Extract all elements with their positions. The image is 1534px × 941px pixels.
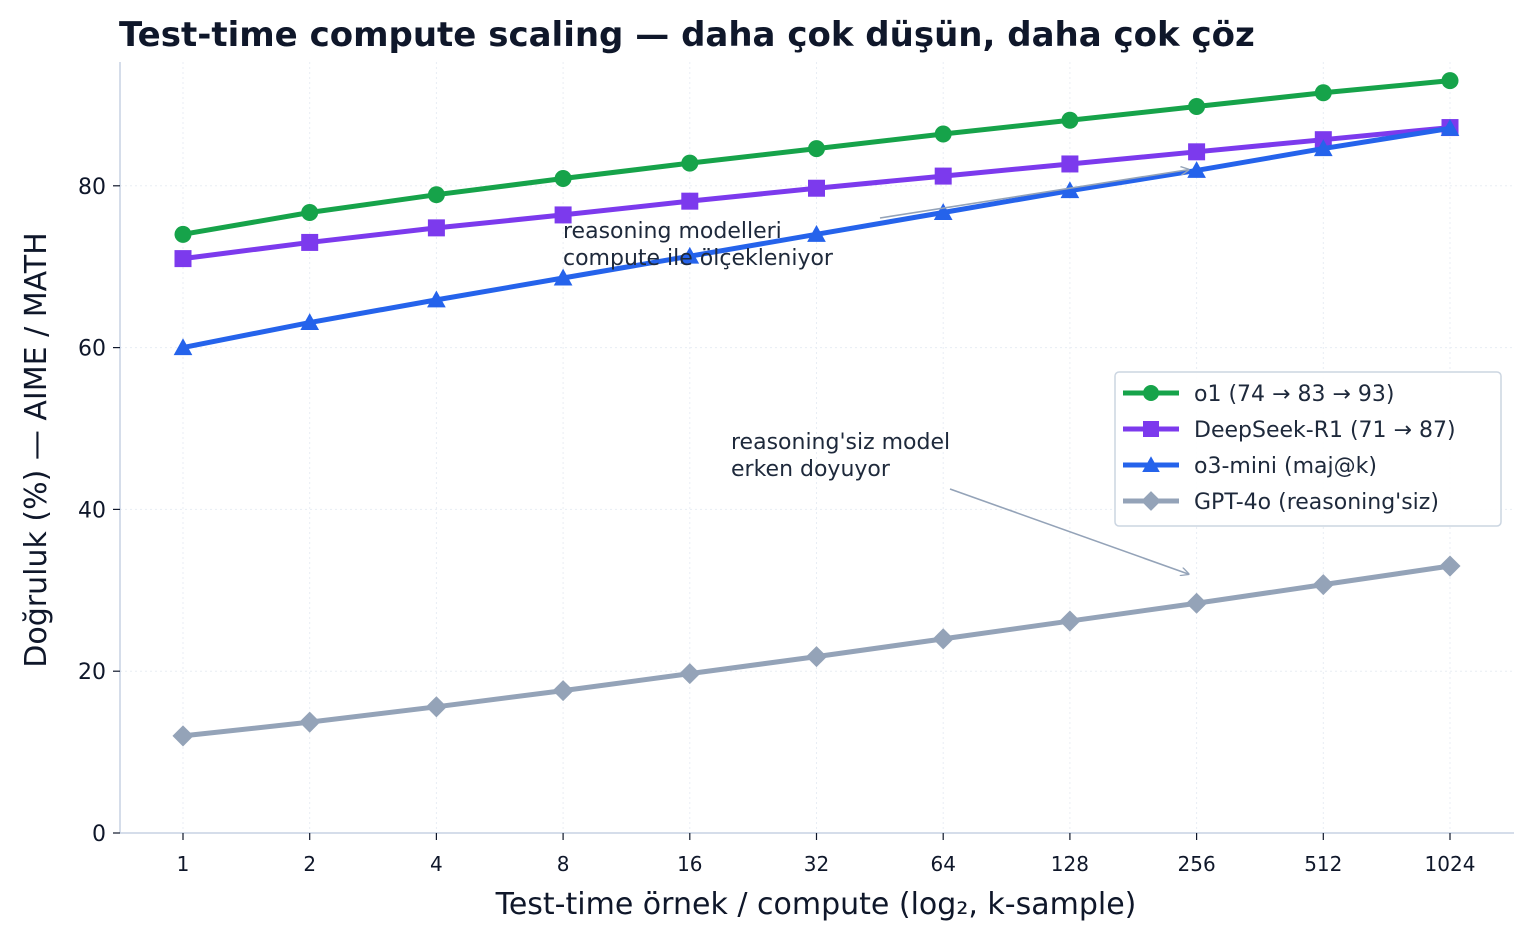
legend-label: o3-mini (maj@k) bbox=[1194, 454, 1377, 479]
legend-item: o1 (74 → 83 → 93) bbox=[1123, 382, 1394, 407]
data-point bbox=[554, 206, 572, 224]
annotation-text: reasoning modelleri bbox=[563, 219, 782, 244]
data-point bbox=[933, 203, 953, 220]
x-tick-label: 512 bbox=[1304, 852, 1342, 876]
legend-box bbox=[1114, 371, 1502, 527]
legend-item: GPT-4o (reasoning'siz) bbox=[1123, 490, 1439, 515]
data-point bbox=[552, 680, 574, 702]
legend-marker bbox=[1142, 456, 1160, 473]
y-tick-label: 60 bbox=[78, 337, 106, 362]
data-point bbox=[808, 179, 825, 197]
data-point bbox=[1312, 574, 1334, 596]
annotation-arrow bbox=[949, 488, 1189, 574]
x-tick-label: 16 bbox=[677, 852, 702, 876]
data-point bbox=[1060, 181, 1080, 199]
x-tick-label: 128 bbox=[1051, 852, 1089, 876]
data-point bbox=[680, 246, 700, 264]
legend-label: GPT-4o (reasoning'siz) bbox=[1194, 490, 1439, 515]
x-tick-label: 2 bbox=[303, 852, 316, 876]
legend-item: DeepSeek-R1 (71 → 87) bbox=[1123, 418, 1456, 443]
data-point bbox=[934, 167, 952, 185]
x-tick-label: 32 bbox=[804, 852, 829, 876]
legend: o1 (74 → 83 → 93) DeepSeek-R1 (71 → 87) o3… bbox=[1114, 371, 1502, 527]
data-point bbox=[1313, 139, 1333, 157]
x-tick-label: 8 bbox=[557, 852, 570, 876]
series-group bbox=[173, 119, 1460, 356]
x-tick-label: 1024 bbox=[1425, 852, 1476, 876]
data-point bbox=[934, 125, 952, 143]
y-tick-label: 80 bbox=[78, 175, 106, 200]
data-point bbox=[1186, 592, 1208, 614]
annotation-text: erken doyuyor bbox=[731, 457, 891, 482]
series-group bbox=[174, 119, 1459, 268]
data-point bbox=[808, 140, 825, 158]
series-group bbox=[172, 555, 1461, 747]
data-point bbox=[427, 219, 445, 237]
data-point bbox=[1439, 555, 1461, 577]
x-tick-label: 256 bbox=[1178, 852, 1216, 876]
data-point bbox=[299, 711, 321, 733]
legend-marker bbox=[1143, 421, 1159, 437]
data-point bbox=[553, 268, 573, 286]
data-point bbox=[932, 628, 954, 650]
legend-item: o3-mini (maj@k) bbox=[1123, 454, 1377, 479]
legend-marker bbox=[1141, 491, 1161, 511]
data-point bbox=[1440, 119, 1460, 136]
data-point bbox=[1059, 610, 1081, 632]
data-point bbox=[807, 224, 826, 242]
legend-label: o1 (74 → 83 → 93) bbox=[1194, 382, 1394, 407]
x-axis-label: Test-time örnek / compute (log₂, k-sampl… bbox=[495, 887, 1137, 922]
data-point bbox=[301, 203, 319, 221]
data-point bbox=[681, 192, 699, 210]
annotation-arrow bbox=[879, 170, 1189, 219]
legend-marker bbox=[1143, 385, 1159, 401]
data-point bbox=[554, 170, 572, 188]
ticks: 1 2 4 8 16 32 64 128 256 512 1024 0 20 40 60 80 bbox=[78, 175, 1475, 876]
data-point bbox=[174, 225, 192, 243]
data-point bbox=[1441, 72, 1459, 90]
data-point bbox=[300, 313, 320, 331]
annotation-text: reasoning'siz model bbox=[731, 430, 950, 455]
data-point bbox=[681, 154, 699, 172]
chart-title: Test-time compute scaling — daha çok düş… bbox=[119, 15, 1255, 55]
data-point bbox=[805, 646, 828, 668]
y-tick-label: 40 bbox=[78, 498, 106, 523]
y-axis-label: Doğruluk (%) — AIME / MATH bbox=[19, 232, 54, 667]
legend-label: DeepSeek-R1 (71 → 87) bbox=[1194, 418, 1456, 443]
data-point bbox=[174, 250, 192, 268]
x-tick-label: 1 bbox=[177, 852, 190, 876]
data-point bbox=[1061, 111, 1079, 129]
y-tick-label: 0 bbox=[92, 822, 106, 847]
x-tick-label: 64 bbox=[930, 852, 955, 876]
data-point bbox=[172, 725, 194, 747]
data-point bbox=[1188, 98, 1206, 116]
annotation-text: compute ile ölçekleniyor bbox=[563, 246, 834, 271]
data-point bbox=[427, 186, 445, 204]
data-point bbox=[301, 233, 319, 251]
data-point bbox=[1187, 161, 1206, 178]
data-point bbox=[425, 696, 447, 718]
data-point bbox=[679, 663, 701, 685]
series-group bbox=[174, 72, 1459, 243]
x-tick-label: 4 bbox=[430, 852, 443, 876]
series-layer bbox=[172, 72, 1461, 747]
data-point bbox=[427, 290, 446, 308]
y-tick-label: 20 bbox=[78, 660, 106, 685]
data-point bbox=[1188, 143, 1206, 161]
data-point bbox=[1061, 155, 1079, 173]
data-point bbox=[1314, 84, 1332, 102]
data-point bbox=[173, 338, 193, 356]
